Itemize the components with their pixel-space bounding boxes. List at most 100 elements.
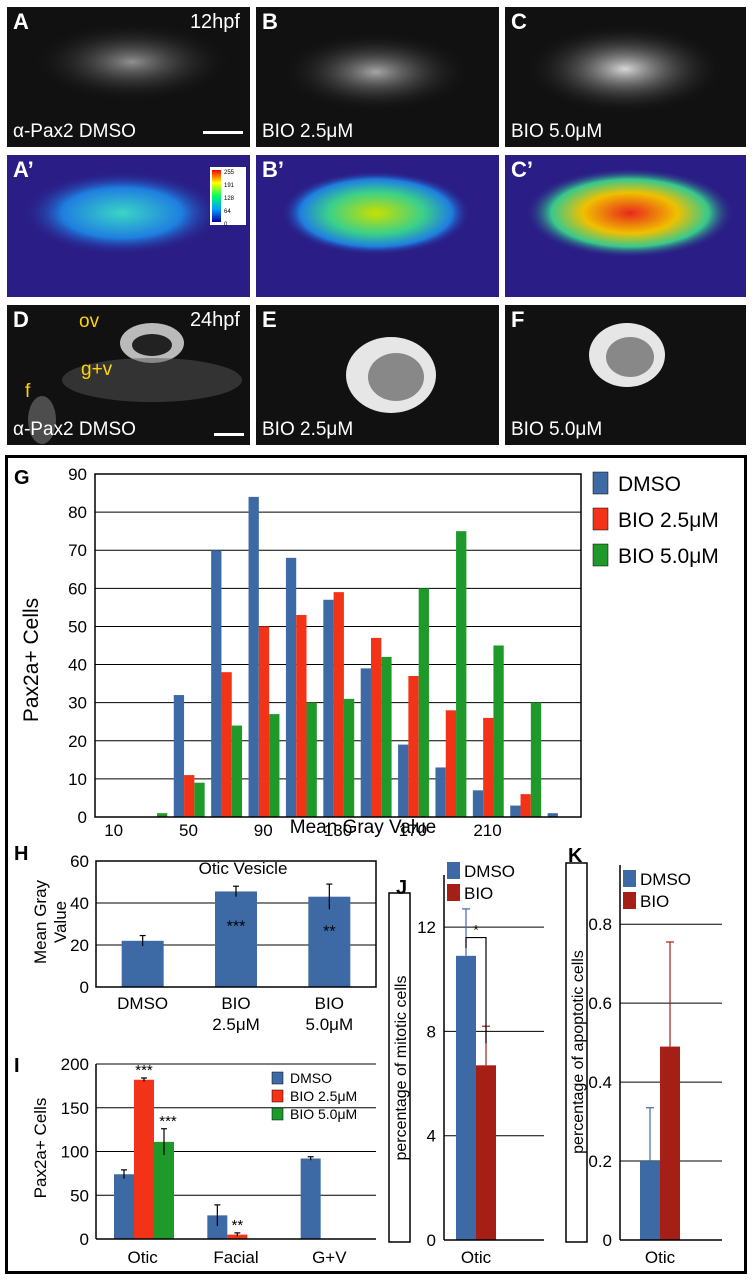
- x-tick-label: 130: [324, 821, 352, 840]
- bar-bio-5-0-m: [231, 725, 243, 817]
- y-tick-label: 0.6: [588, 994, 612, 1013]
- bar-dmso: [547, 813, 558, 817]
- panel-letter: A: [13, 9, 29, 34]
- legend-swatch: [271, 1071, 284, 1085]
- bar-bio-5-0-m: [269, 714, 280, 817]
- panel-letter: E: [262, 307, 277, 332]
- legend-label: BIO: [640, 892, 669, 911]
- colorbar-tick: 0: [224, 222, 228, 228]
- bar-dmso: [323, 599, 334, 817]
- colorbar-tick: 64: [224, 209, 231, 215]
- bar-dmso: [640, 1161, 660, 1240]
- bar-bio-2-5-m: [370, 637, 382, 817]
- y-label-box: [565, 862, 588, 1243]
- panel-c-prime: C’: [505, 155, 746, 297]
- legend-swatch: [447, 884, 460, 901]
- legend-swatch: [592, 471, 609, 495]
- x-tick-label: DMSO: [117, 994, 168, 1013]
- bar-dmso: [207, 1215, 228, 1239]
- panel-a-prime: A’ 255 191 128 64 0: [7, 155, 250, 297]
- y-axis-label: Pax2a+ Cells: [20, 598, 43, 722]
- bar-dmso: [435, 767, 446, 817]
- y-tick-label: 0: [78, 808, 87, 827]
- legend-label: DMSO: [464, 862, 515, 881]
- bar-chart-j: J percentage of mitotic cells * 0 4 8 12 Otic…: [388, 862, 544, 1267]
- charts-frame: [5, 455, 747, 1274]
- panel-e: E BIO 2.5μM: [256, 305, 499, 445]
- x-tick-label: 170: [399, 821, 427, 840]
- bar-dmso: [285, 557, 297, 817]
- legend-swatch: [623, 870, 636, 887]
- legend-label: DMSO: [290, 1070, 332, 1086]
- legend-swatch: [271, 1107, 284, 1121]
- legend-label: BIO: [464, 884, 493, 903]
- panel-letter: A’: [13, 157, 34, 182]
- y-axis-label: percentage of apoptotic cells: [570, 950, 587, 1154]
- colorbar-tick: 255: [224, 170, 235, 176]
- y-tick-label: 50: [70, 1186, 89, 1205]
- x-tick-label: Facial: [213, 1248, 258, 1267]
- bar-bio-2-5-m: [227, 1234, 248, 1239]
- y-tick-label: 0.2: [588, 1152, 612, 1171]
- bar-dmso: [173, 695, 185, 817]
- x-tick-label: 10: [104, 821, 123, 840]
- y-tick-label: 0: [80, 1230, 89, 1249]
- bar-bio: [476, 1065, 496, 1240]
- x-tick-label: 50: [179, 821, 198, 840]
- otic-cells-image: [525, 24, 725, 114]
- panel-caption: α-Pax2 DMSO: [13, 419, 136, 440]
- bar-dmso: [211, 550, 222, 817]
- y-tick-label: 40: [68, 656, 87, 675]
- bar: [215, 891, 257, 987]
- x-tick-label: BIO: [221, 994, 250, 1013]
- legend-swatch: [592, 507, 609, 531]
- x-tick-label: Otic: [645, 1248, 676, 1267]
- otic-vesicle-image: [346, 337, 436, 413]
- legend-swatch: [623, 892, 636, 909]
- significance-bracket: [465, 936, 487, 1044]
- panel-caption: α-Pax2 DMSO: [13, 121, 136, 142]
- bar-bio-5-0-m: [343, 698, 355, 817]
- bar-bio: [660, 1046, 680, 1240]
- panel-letter: D: [13, 307, 29, 332]
- significance-mark: **: [231, 1217, 243, 1234]
- bar-bio-5-0-m: [381, 656, 392, 817]
- bar-bio-2-5-m: [333, 592, 344, 817]
- bar-bio-2-5-m: [296, 615, 307, 817]
- panel-b-prime: B’: [256, 155, 499, 297]
- bar-dmso: [360, 668, 371, 817]
- x-tick-label: Otic: [128, 1248, 159, 1267]
- y-tick-label: 80: [68, 503, 87, 522]
- y-tick-label: 90: [68, 465, 87, 484]
- bar-bio-5-0-m: [418, 588, 429, 817]
- legend-swatch: [592, 543, 609, 567]
- scale-bar: [203, 131, 243, 134]
- bar-bio-2-5-m: [520, 794, 531, 817]
- panel-letter: B: [262, 9, 278, 34]
- panel-letter: G: [14, 467, 30, 489]
- panel-caption: BIO 2.5μM: [262, 419, 354, 440]
- significance-mark: ***: [159, 1113, 177, 1130]
- y-label-box: [388, 892, 411, 1243]
- y-tick-label: 60: [70, 852, 89, 871]
- y-tick-label: 200: [61, 1055, 89, 1074]
- bar: [121, 940, 164, 987]
- y-tick-label: 30: [68, 694, 87, 713]
- legend-label: DMSO: [618, 473, 681, 496]
- panel-c: C BIO 5.0μM: [505, 7, 746, 147]
- y-axis-label-line1: Mean Gray: [31, 879, 50, 964]
- bar-bio-2-5-m: [445, 710, 457, 817]
- significance-mark: ***: [227, 918, 246, 935]
- panel-letter: B’: [262, 157, 284, 182]
- y-tick-label: 20: [68, 732, 87, 751]
- panel-letter: C’: [511, 157, 533, 182]
- x-tick-label: 5.0μM: [306, 1015, 354, 1034]
- panel-caption: BIO 5.0μM: [511, 121, 603, 142]
- bar-chart-k: K percentage of apoptotic cells 0 0.2 0.4 0…: [565, 845, 722, 1267]
- significance-mark: ***: [135, 1062, 153, 1079]
- y-tick-label: 0.8: [588, 915, 612, 934]
- bar: [308, 896, 351, 987]
- bar-chart-h: H Otic Vesicle Mean Gray Value *** **0204…: [14, 843, 377, 1034]
- bar-bio-2-5-m: [258, 626, 270, 817]
